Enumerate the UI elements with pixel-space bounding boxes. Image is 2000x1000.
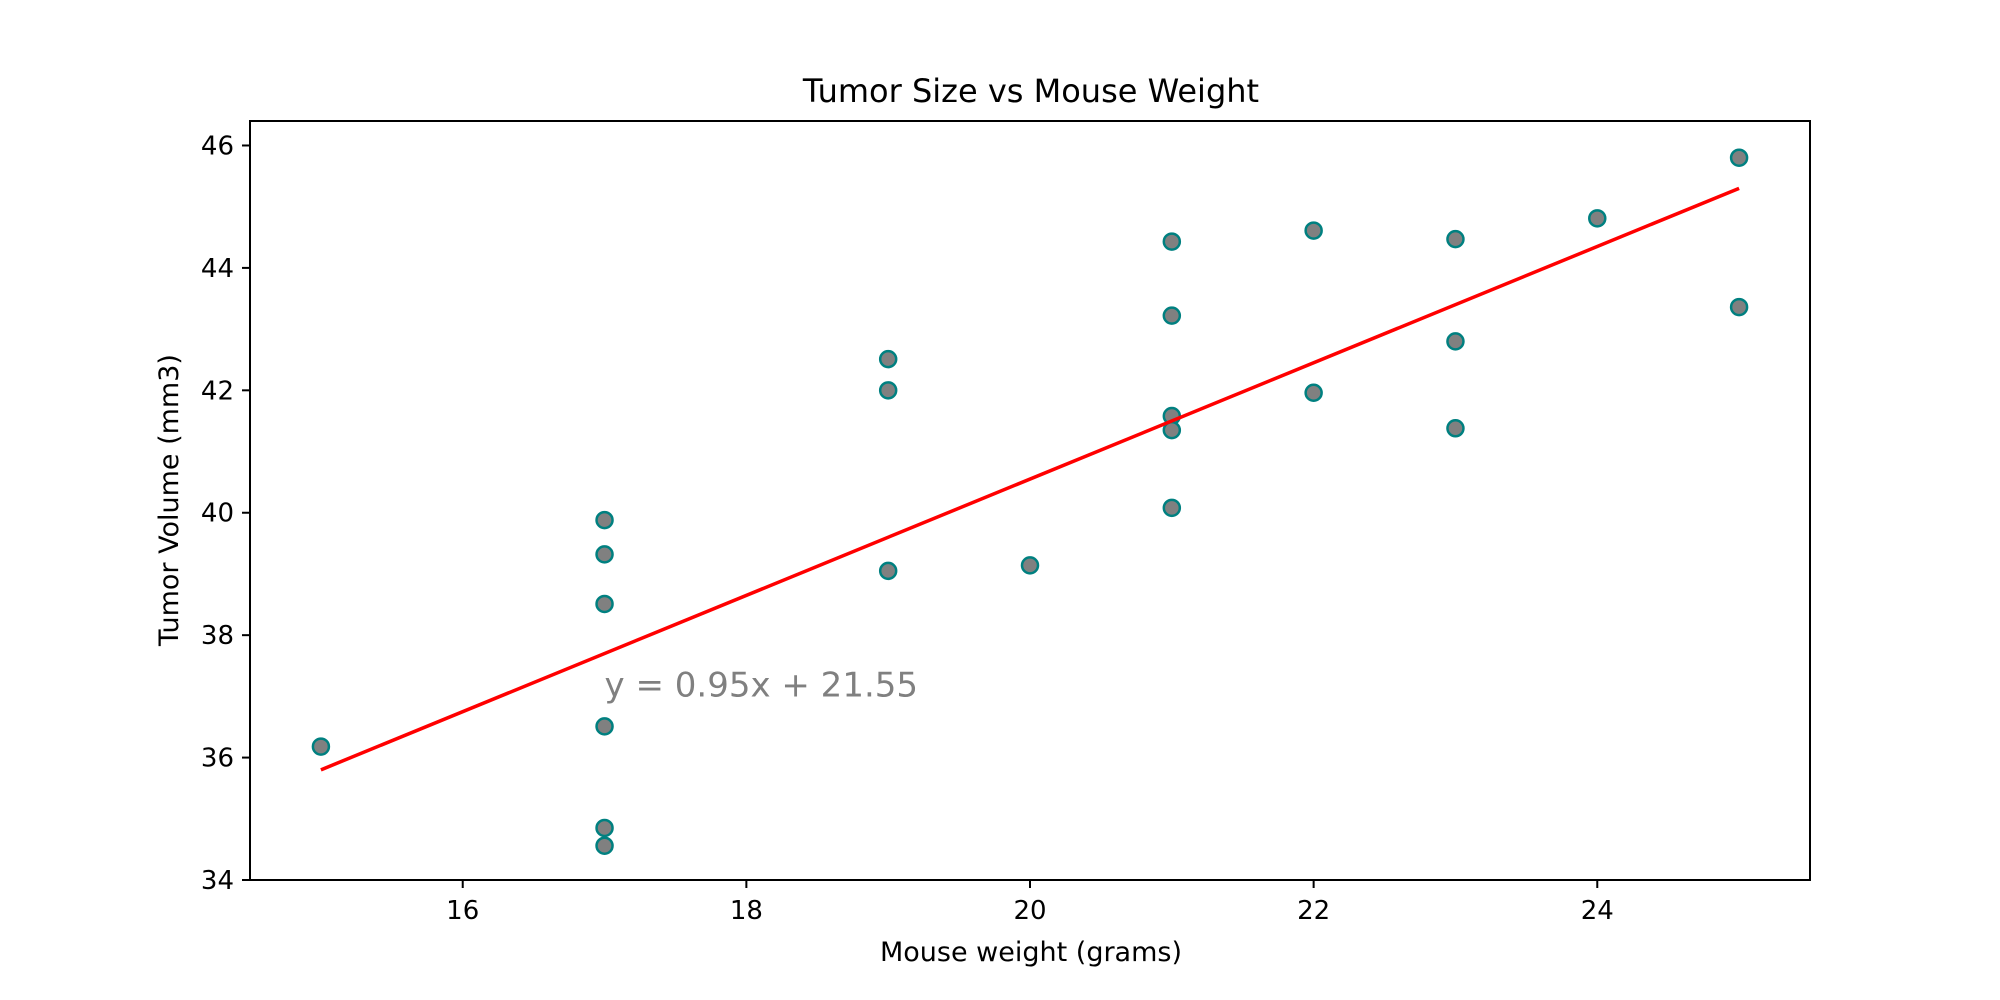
y-axis: 34 36 38 40 42 44 46 — [201, 131, 250, 896]
y-tick-label: 40 — [201, 499, 234, 529]
data-point — [595, 818, 614, 838]
x-tick-label: 22 — [1297, 896, 1330, 926]
x-tick-label: 16 — [446, 896, 479, 926]
data-point — [878, 381, 898, 400]
data-point — [1020, 556, 1040, 575]
data-point — [1588, 209, 1607, 228]
y-tick-label: 44 — [201, 254, 234, 284]
data-point — [595, 510, 614, 530]
y-tick-label: 38 — [201, 621, 234, 651]
data-point — [1446, 332, 1465, 351]
data-point — [1304, 221, 1323, 240]
regression-line — [320, 186, 1740, 772]
plot-area — [311, 148, 1749, 855]
data-point — [595, 594, 614, 614]
y-tick-label: 36 — [201, 744, 234, 774]
y-tick-label: 42 — [201, 376, 234, 406]
data-point — [1162, 306, 1182, 325]
data-point — [878, 349, 898, 369]
data-point — [595, 717, 614, 736]
data-point — [311, 737, 331, 756]
y-axis-title: Tumor Volume (mm3) — [154, 354, 185, 647]
x-tick-label: 24 — [1581, 896, 1614, 926]
data-point — [1304, 383, 1323, 403]
y-tick-label: 34 — [201, 866, 234, 896]
regression-equation-annotation: y = 0.95x + 21.55 — [605, 665, 919, 705]
data-point — [878, 561, 898, 581]
data-point — [1446, 419, 1465, 438]
chart-title: Tumor Size vs Mouse Weight — [802, 72, 1259, 110]
x-axis: 16 18 20 22 24 — [446, 880, 1614, 926]
data-point — [1729, 297, 1749, 317]
x-tick-label: 20 — [1013, 896, 1046, 926]
data-point — [1162, 498, 1182, 518]
data-point — [595, 836, 614, 855]
data-point — [1446, 229, 1465, 249]
y-tick-label: 46 — [201, 131, 234, 161]
data-point — [595, 545, 614, 564]
x-tick-label: 18 — [730, 896, 763, 926]
data-point — [1729, 148, 1749, 167]
data-point — [1162, 232, 1182, 251]
x-axis-title: Mouse weight (grams) — [880, 937, 1182, 968]
